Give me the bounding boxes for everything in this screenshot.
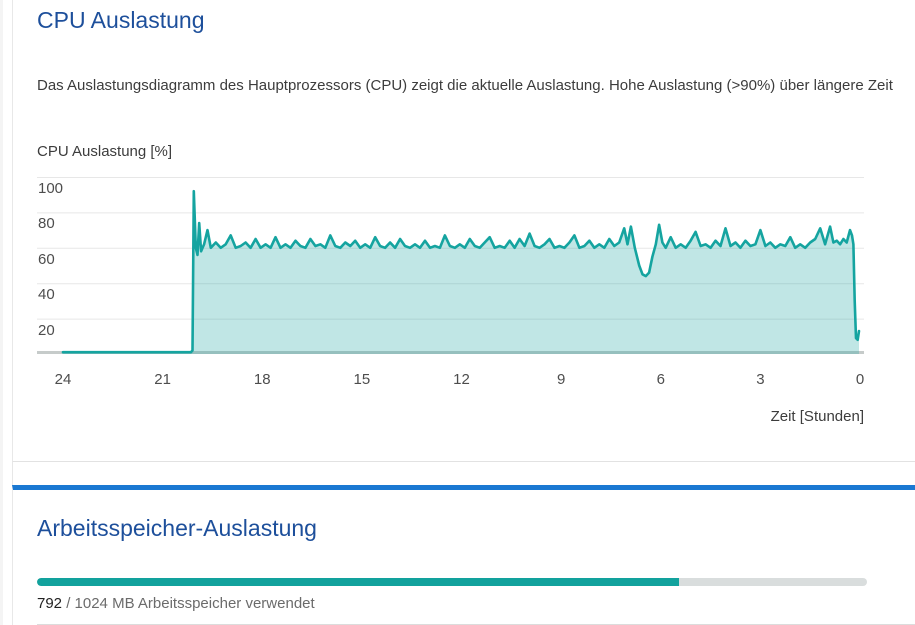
memory-card-title: Arbeitsspeicher-Auslastung [37, 515, 317, 541]
cpu-usage-card: CPU Auslastung Das Auslastungsdiagramm d… [12, 0, 915, 462]
page-left-strip [0, 0, 3, 625]
x-tick-label-9: 9 [556, 371, 566, 388]
x-tick-label-3: 3 [756, 371, 765, 388]
cpu-usage-chart [37, 177, 864, 354]
cpu-chart-y-axis-title: CPU Auslastung [%] [37, 143, 173, 160]
x-tick-label-15: 15 [353, 371, 371, 388]
x-tick-label-18: 18 [253, 371, 271, 388]
memory-used-value: 792 [37, 595, 63, 612]
cpu-chart-x-axis-title: Zeit [Stunden] [770, 408, 864, 425]
cpu-line [61, 189, 861, 354]
memory-progress-fill [37, 578, 679, 586]
x-tick-label-6: 6 [656, 371, 665, 388]
x-tick-label-12: 12 [453, 371, 470, 388]
memory-usage-text: 792 / 1024 MB Arbeitsspeicher verwendet [37, 595, 315, 612]
memory-usage-suffix: / 1024 MB Arbeitsspeicher verwendet [62, 595, 315, 612]
memory-usage-card: Arbeitsspeicher-Auslastung 792 / 1024 MB… [12, 485, 915, 625]
y-tick-label-100: 100 [38, 180, 64, 197]
y-tick-label-80: 80 [38, 215, 55, 233]
cpu-card-title: CPU Auslastung [37, 7, 205, 33]
content-left-border-gap [12, 462, 13, 485]
y-tick-label-40: 40 [38, 286, 55, 304]
x-tick-label-24: 24 [54, 371, 72, 388]
x-tick-label-0: 0 [855, 371, 865, 388]
cpu-chart-svg [37, 177, 864, 354]
cpu-area-fill [63, 191, 859, 354]
y-tick-label-20: 20 [38, 321, 55, 339]
x-tick-label-21: 21 [154, 371, 171, 388]
memory-progress-bar [37, 578, 867, 586]
y-tick-label-60: 60 [38, 250, 55, 268]
cpu-card-description: Das Auslastungsdiagramm des Hauptprozess… [37, 77, 893, 94]
